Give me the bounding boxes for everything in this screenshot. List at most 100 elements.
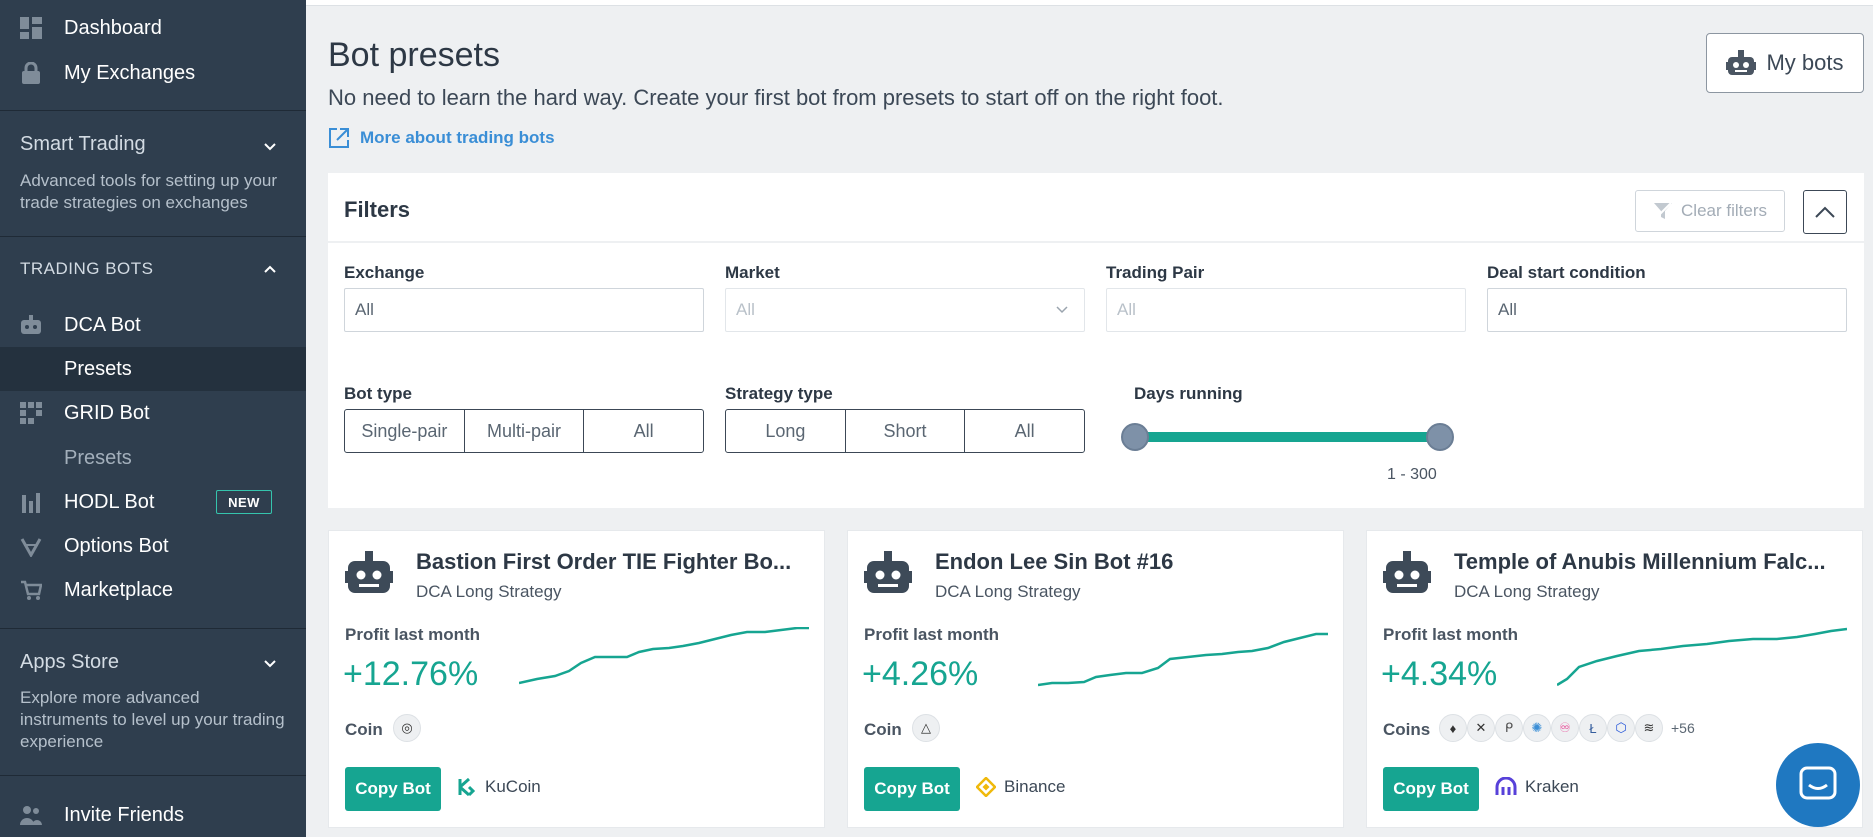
bot-type-single-pair[interactable]: Single-pair bbox=[345, 410, 465, 452]
lock-icon bbox=[22, 62, 40, 84]
bot-type-all[interactable]: All bbox=[633, 420, 654, 441]
coin-label: Coin bbox=[345, 720, 383, 739]
coin-label: Coin bbox=[864, 720, 902, 739]
filter-clear-icon bbox=[1654, 202, 1673, 220]
chevron-up-icon bbox=[1815, 206, 1835, 218]
cart-icon bbox=[21, 580, 42, 600]
exchange-label: Exchange bbox=[344, 263, 425, 282]
divider bbox=[0, 628, 306, 629]
my-bots-label: My bots bbox=[1766, 50, 1844, 75]
profit-value: +4.26% bbox=[862, 655, 979, 693]
grid-icon bbox=[20, 402, 42, 424]
deal-start-select[interactable]: All bbox=[1487, 288, 1847, 332]
chainlink-coin-icon: ⬡ bbox=[1607, 714, 1635, 742]
profit-sparkline bbox=[1557, 627, 1847, 687]
sidebar-item-grid-presets[interactable]: Presets bbox=[0, 436, 306, 480]
sidebar-item-grid-bot[interactable]: GRID Bot bbox=[0, 391, 306, 435]
divider bbox=[0, 236, 306, 237]
preset-name[interactable]: Endon Lee Sin Bot #16 bbox=[935, 549, 1174, 574]
preset-name[interactable]: Temple of Anubis Millennium Falc... bbox=[1454, 549, 1826, 574]
more-link-label: More about trading bots bbox=[360, 128, 555, 147]
litecoin-coin-icon: Ł bbox=[1579, 714, 1607, 742]
sidebar-item-label: Invite Friends bbox=[64, 803, 185, 826]
kraken-icon bbox=[1495, 777, 1517, 795]
trading-bots-title[interactable]: TRADING BOTS bbox=[20, 259, 154, 278]
coins-label: Coins bbox=[1383, 720, 1431, 739]
profit-label: Profit last month bbox=[864, 625, 1000, 644]
sidebar-item-dca-presets[interactable]: Presets bbox=[0, 347, 306, 391]
page-title: Bot presets bbox=[328, 36, 500, 74]
filters-panel: Filters Clear filters bbox=[328, 173, 1864, 508]
top-bar bbox=[306, 0, 1873, 6]
preset-card: Bastion First Order TIE Fighter Bo... DC… bbox=[328, 530, 825, 828]
profit-sparkline bbox=[1038, 632, 1328, 687]
sidebar-item-hodl-bot[interactable]: HODL Bot NEW bbox=[0, 480, 306, 524]
smart-trading-title[interactable]: Smart Trading bbox=[20, 133, 146, 155]
bot-type-label: Bot type bbox=[344, 384, 412, 403]
market-select[interactable]: All bbox=[725, 288, 1085, 332]
bot-type-multi-pair[interactable]: Multi-pair bbox=[465, 410, 585, 452]
copy-bot-button[interactable]: Copy Bot bbox=[864, 767, 960, 811]
apps-store-title[interactable]: Apps Store bbox=[20, 651, 119, 673]
bot-type-toggle: Single-pair Multi-pair All bbox=[344, 409, 704, 453]
sidebar-item-dashboard[interactable]: Dashboard bbox=[0, 6, 306, 50]
smart-trading-desc: Advanced tools for setting up your trade… bbox=[20, 171, 278, 212]
sidebar-item-label: My Exchanges bbox=[64, 61, 196, 84]
preset-strategy: DCA Long Strategy bbox=[1454, 582, 1600, 601]
chat-button[interactable] bbox=[1776, 743, 1860, 827]
sidebar-item-label: Options Bot bbox=[64, 534, 169, 557]
chevron-down-icon[interactable] bbox=[264, 140, 276, 152]
clear-filters-button[interactable]: Clear filters bbox=[1635, 190, 1785, 232]
exchange-name: Kraken bbox=[1525, 777, 1579, 796]
days-running-min-handle[interactable] bbox=[1121, 423, 1149, 451]
sidebar-item-label: Marketplace bbox=[64, 578, 173, 601]
days-running-max-handle[interactable] bbox=[1426, 423, 1454, 451]
my-bots-button[interactable]: My bots bbox=[1706, 33, 1864, 93]
exchange-select[interactable]: All bbox=[344, 288, 704, 332]
chat-icon bbox=[1799, 766, 1837, 800]
chevron-up-icon[interactable] bbox=[264, 264, 276, 276]
coin-icon: ✺ bbox=[1523, 714, 1551, 742]
exchange-binance: Binance bbox=[976, 777, 1065, 797]
robot-icon bbox=[864, 551, 912, 593]
apps-store-desc: Explore more advanced instruments to lev… bbox=[20, 688, 285, 751]
more-about-trading-bots-link[interactable]: More about trading bots bbox=[328, 127, 555, 149]
preset-name[interactable]: Bastion First Order TIE Fighter Bo... bbox=[416, 549, 792, 574]
coin-icon: ♾ bbox=[1551, 714, 1579, 742]
market-value: All bbox=[736, 300, 755, 319]
sidebar-item-marketplace[interactable]: Marketplace bbox=[0, 568, 306, 612]
chevron-down-icon bbox=[1056, 306, 1068, 314]
trading-pair-select[interactable]: All bbox=[1106, 288, 1466, 332]
sidebar-item-my-exchanges[interactable]: My Exchanges bbox=[0, 51, 306, 95]
sidebar: Dashboard My Exchanges Smart Trading Adv… bbox=[0, 0, 306, 837]
sidebar-item-label: GRID Bot bbox=[64, 401, 150, 424]
clear-filters-label: Clear filters bbox=[1681, 201, 1767, 220]
sidebar-item-dca-bot[interactable]: DCA Bot bbox=[0, 303, 306, 347]
robot-icon bbox=[345, 551, 393, 593]
copy-bot-button[interactable]: Copy Bot bbox=[345, 767, 441, 811]
strategy-long[interactable]: Long bbox=[726, 410, 846, 452]
strategy-short[interactable]: Short bbox=[846, 410, 966, 452]
sidebar-item-invite-friends[interactable]: Invite Friends bbox=[0, 793, 306, 837]
main-content: Bot presets No need to learn the hard wa… bbox=[306, 0, 1873, 837]
robot-icon bbox=[1383, 551, 1431, 593]
strategy-type-toggle: Long Short All bbox=[725, 409, 1085, 453]
kucoin-icon bbox=[458, 777, 476, 797]
collapse-filters-button[interactable] bbox=[1803, 190, 1847, 234]
filters-title: Filters bbox=[344, 197, 411, 222]
sidebar-item-label: Presets bbox=[64, 357, 132, 380]
dashboard-icon bbox=[20, 17, 42, 39]
chevron-down-icon[interactable] bbox=[264, 657, 276, 669]
coin-icon: ◎ bbox=[393, 714, 421, 742]
preset-strategy: DCA Long Strategy bbox=[935, 582, 1081, 601]
strategy-all[interactable]: All bbox=[1014, 420, 1035, 441]
sidebar-item-options-bot[interactable]: Options Bot bbox=[0, 524, 306, 568]
copy-bot-button[interactable]: Copy Bot bbox=[1383, 767, 1479, 811]
days-running-label: Days running bbox=[1134, 384, 1243, 403]
days-running-track[interactable] bbox=[1134, 432, 1440, 442]
ethereum-coin-icon: ♦ bbox=[1439, 714, 1467, 742]
new-badge: NEW bbox=[216, 490, 272, 514]
preset-card: Endon Lee Sin Bot #16 DCA Long Strategy … bbox=[847, 530, 1344, 828]
profit-sparkline bbox=[519, 627, 809, 685]
stellar-coin-icon: ≋ bbox=[1635, 714, 1663, 742]
